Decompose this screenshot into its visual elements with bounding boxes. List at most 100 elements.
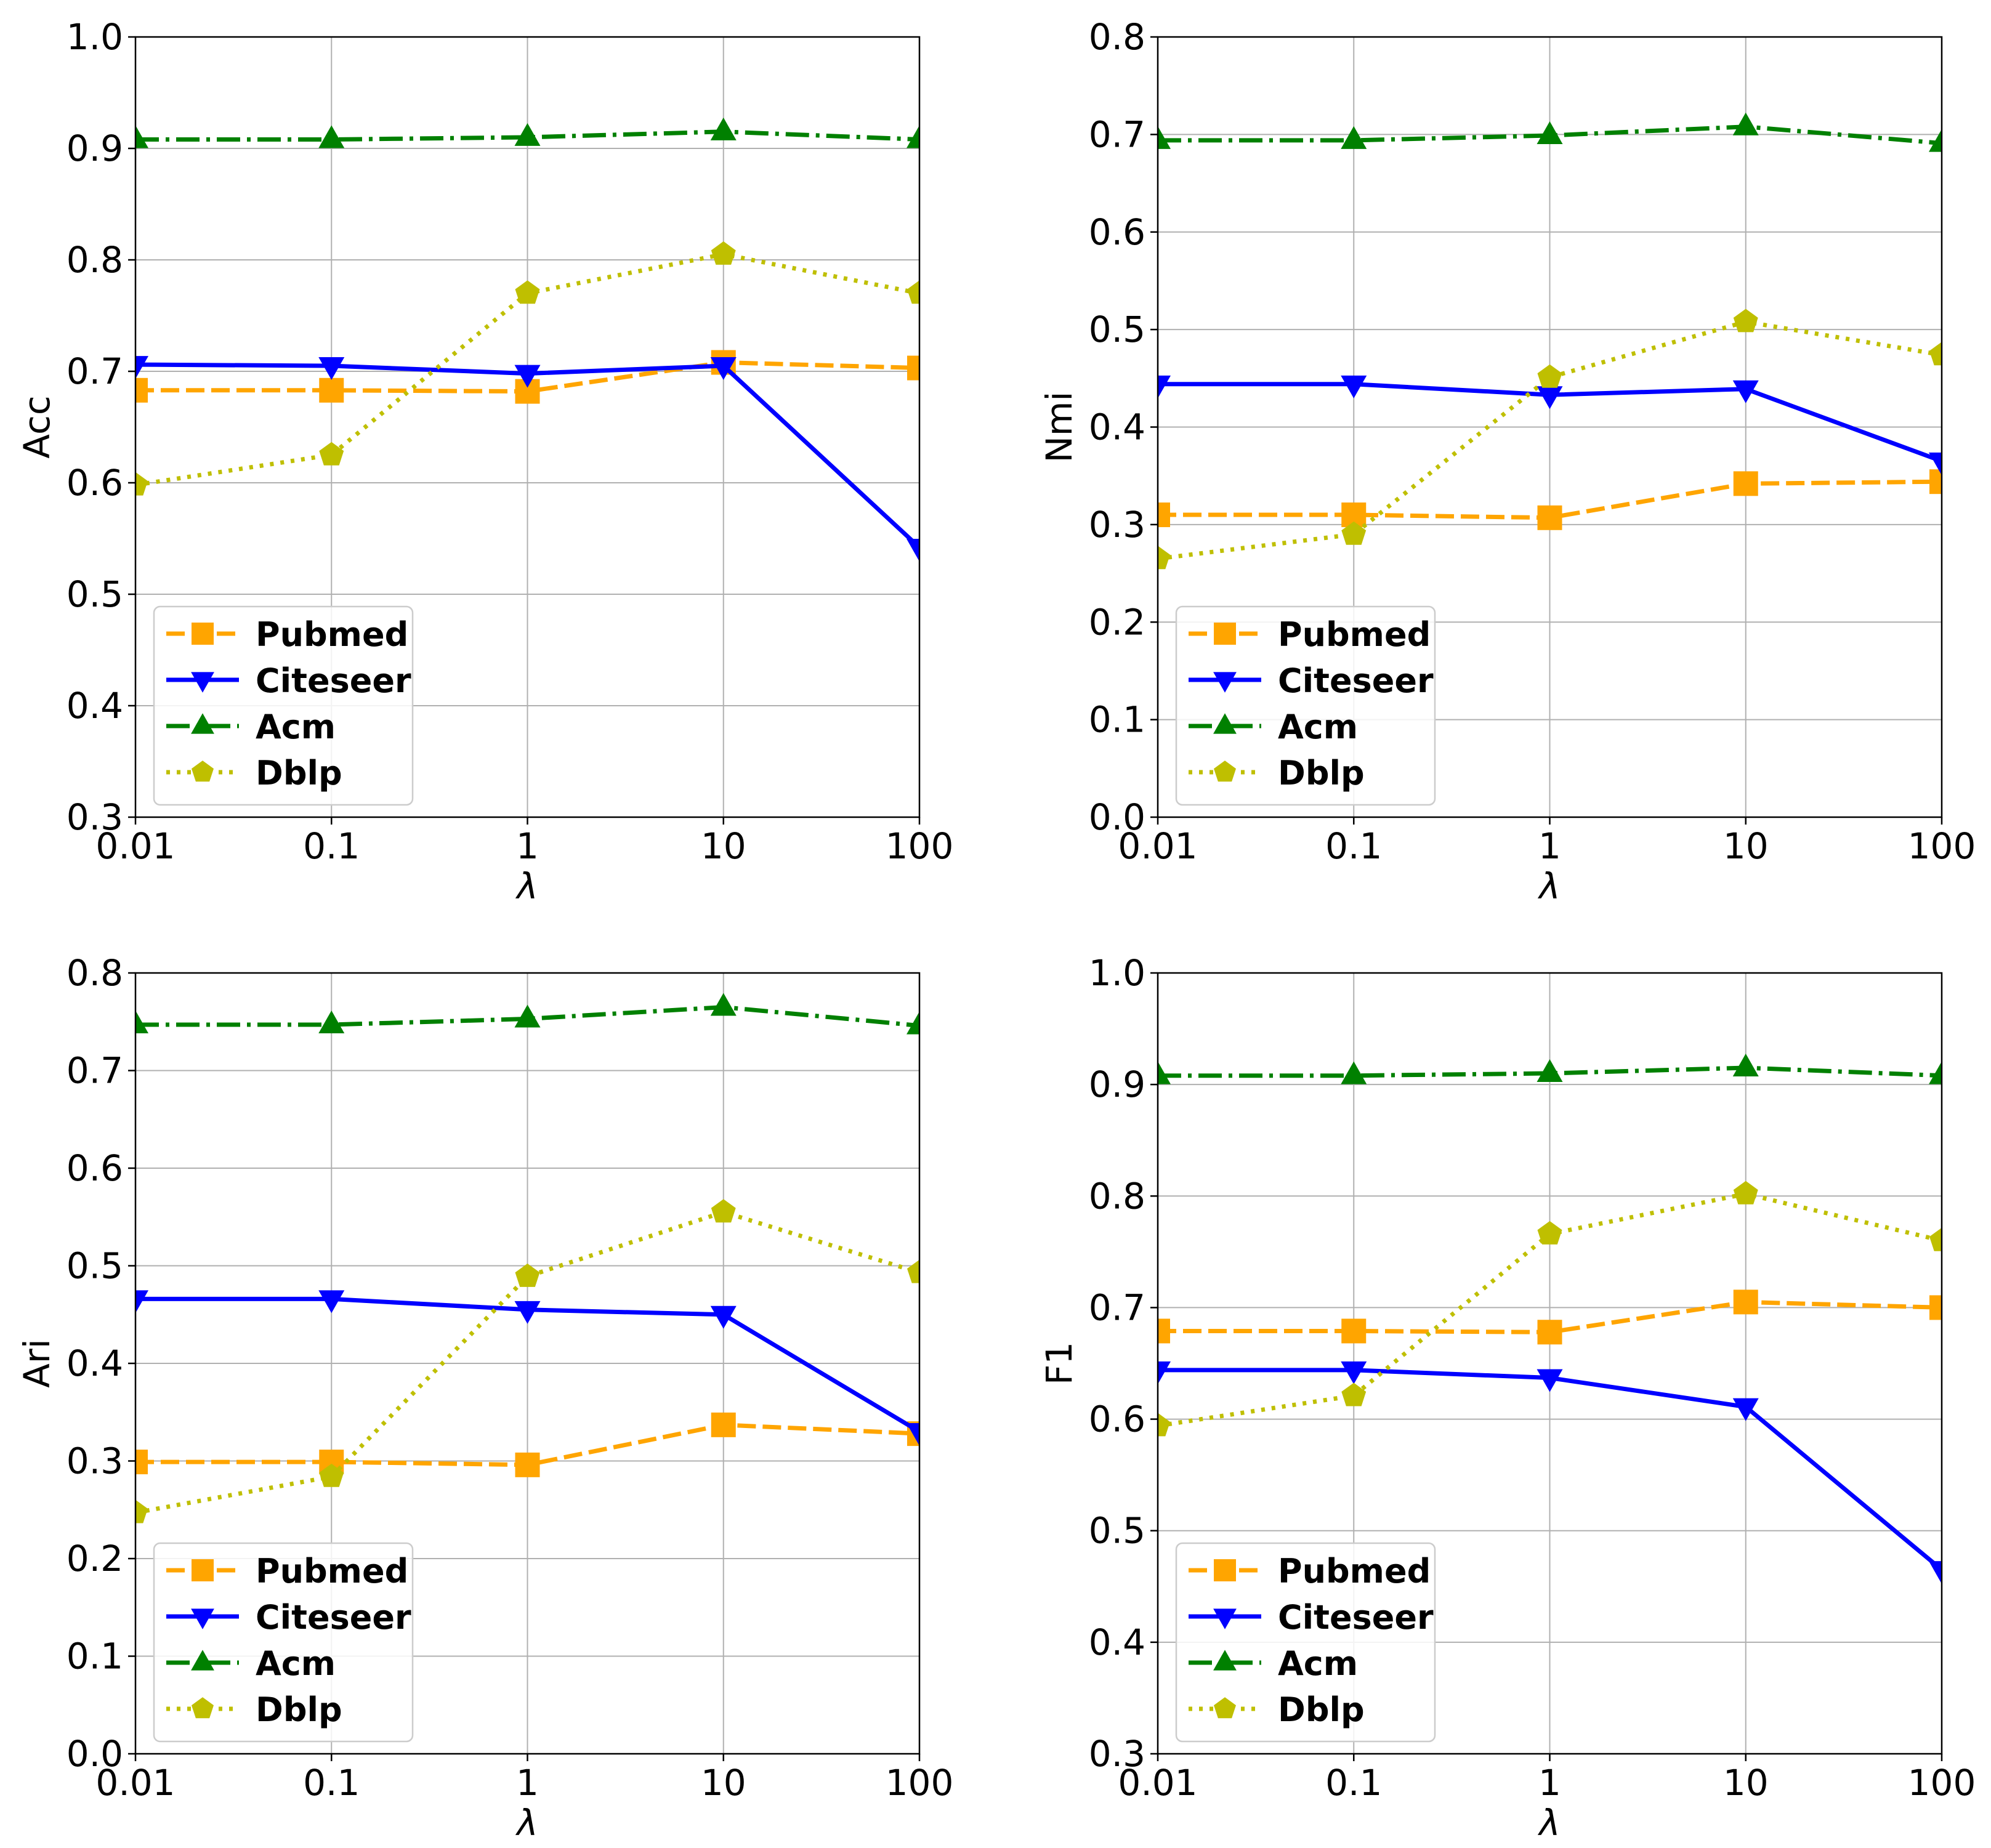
y-tick-label: 0.6	[1089, 211, 1145, 253]
data-point-acm	[318, 125, 345, 148]
data-point-dblp	[319, 1463, 344, 1487]
data-point-acm	[135, 1011, 148, 1034]
data-point-dblp	[1537, 364, 1562, 388]
data-point-pubmed	[1929, 1295, 1942, 1320]
y-tick-label: 0.3	[67, 1440, 123, 1482]
legend: Pubmed Citeseer Acm Dblp	[1175, 605, 1436, 806]
data-point-pubmed	[907, 355, 919, 381]
legend-marker-acm	[1213, 1650, 1237, 1671]
legend-label-pubmed: Pubmed	[1278, 615, 1431, 654]
data-point-citeseer	[135, 356, 148, 379]
data-point-dblp	[1733, 309, 1758, 333]
y-tick-label: 0.8	[67, 952, 123, 994]
legend-marker-pubmed	[1214, 1559, 1236, 1581]
data-point-acm	[710, 993, 737, 1016]
series-line-dblp	[135, 1209, 919, 1515]
x-tick-label: 10	[1723, 1762, 1769, 1804]
data-point-pubmed	[1537, 505, 1562, 530]
x-tick-label: 0.01	[1118, 825, 1197, 867]
y-tick-label: 0.7	[1089, 113, 1145, 155]
series-line-acm	[1158, 1065, 1942, 1078]
x-tick-label: 100	[1908, 1762, 1976, 1804]
data-point-dblp	[1158, 546, 1170, 570]
chart-panel-f1: 0.01 0.1 1 10 100 0.3 0.4 0.5 0.6 0.7 0.8 0.9 1.0 λ F1…	[1038, 952, 1976, 1844]
data-point-citeseer	[710, 357, 737, 380]
legend: Pubmed Citeseer Acm Dblp	[153, 1542, 414, 1743]
legend-label-citeseer: Citeseer	[1278, 1598, 1434, 1637]
x-axis-label: λ	[515, 1802, 538, 1844]
data-point-citeseer	[710, 1305, 737, 1329]
legend-box	[153, 605, 414, 806]
data-point-acm	[1158, 1061, 1171, 1084]
legend-marker-pubmed	[192, 623, 214, 645]
data-point-dblp	[515, 280, 540, 304]
y-tick-label: 0.9	[1089, 1063, 1145, 1105]
y-tick-label: 0.4	[67, 685, 123, 727]
data-point-citeseer	[1537, 386, 1563, 410]
data-point-acm	[1732, 112, 1759, 135]
legend: Pubmed Citeseer Acm Dblp	[153, 605, 414, 806]
data-point-citeseer	[318, 357, 345, 380]
legend-marker-acm	[191, 713, 214, 734]
y-tick-label: 1.0	[1089, 952, 1145, 994]
legend-box	[1175, 1542, 1436, 1743]
data-point-pubmed	[1537, 1320, 1562, 1345]
legend-label-pubmed: Pubmed	[256, 615, 408, 654]
data-point-acm	[1341, 1061, 1367, 1084]
series-group	[1158, 1053, 1942, 1584]
data-point-dblp	[1158, 1413, 1170, 1437]
y-tick-label: 0.1	[1089, 699, 1145, 741]
x-tick-label: 0.1	[303, 825, 360, 867]
legend-box	[1175, 605, 1436, 806]
x-tick-label: 10	[701, 825, 746, 867]
legend-marker-acm	[1213, 713, 1237, 734]
data-point-citeseer	[1929, 452, 1942, 475]
data-point-pubmed	[1733, 1289, 1758, 1315]
legend-label-dblp: Dblp	[1278, 1690, 1365, 1729]
x-tick-label: 100	[886, 1762, 954, 1804]
y-tick-label: 0.0	[1089, 796, 1145, 838]
data-point-citeseer	[1158, 375, 1171, 398]
data-point-citeseer	[1732, 1398, 1759, 1421]
data-point-dblp	[1929, 1227, 1942, 1251]
y-axis-label: Ari	[16, 1339, 58, 1388]
y-tick-label: 1.0	[67, 16, 123, 58]
legend-label-dblp: Dblp	[256, 754, 342, 793]
y-tick-label: 0.3	[1089, 504, 1145, 546]
data-point-acm	[318, 1011, 345, 1034]
data-point-acm	[1732, 1053, 1759, 1076]
data-point-acm	[135, 125, 148, 148]
data-point-citeseer	[318, 1290, 345, 1313]
y-tick-label: 0.7	[1089, 1286, 1145, 1328]
x-axis-label: λ	[515, 865, 538, 907]
y-tick-label: 0.2	[1089, 601, 1145, 643]
data-point-dblp	[135, 1499, 148, 1523]
y-tick-label: 0.4	[1089, 406, 1145, 448]
legend-marker-dblp	[1214, 761, 1236, 782]
y-tick-label: 0.4	[1089, 1621, 1145, 1663]
data-point-acm	[1341, 126, 1367, 149]
y-tick-label: 0.2	[67, 1538, 123, 1580]
data-point-pubmed	[1158, 502, 1170, 528]
x-tick-label: 0.1	[303, 1762, 360, 1804]
y-tick-label: 0.5	[1089, 1510, 1145, 1552]
y-tick-label: 0.5	[1089, 309, 1145, 350]
data-point-acm	[907, 1011, 919, 1035]
data-point-pubmed	[1929, 469, 1942, 494]
legend-marker-dblp	[192, 1697, 214, 1719]
data-point-pubmed	[1733, 471, 1758, 496]
series-group	[135, 117, 919, 562]
data-point-citeseer	[1929, 1561, 1942, 1584]
data-point-pubmed	[1158, 1318, 1170, 1344]
data-point-citeseer	[907, 538, 919, 562]
legend-marker-citeseer	[1213, 1608, 1237, 1629]
data-point-dblp	[1341, 521, 1367, 545]
y-tick-label: 0.7	[67, 1050, 123, 1092]
x-tick-label: 1	[516, 825, 539, 867]
y-tick-label: 0.8	[1089, 1175, 1145, 1217]
series-line-acm	[135, 1005, 919, 1028]
x-tick-label: 0.01	[1118, 1762, 1197, 1804]
data-point-pubmed	[135, 1450, 148, 1475]
series-group	[135, 993, 919, 1523]
data-point-pubmed	[135, 377, 148, 403]
